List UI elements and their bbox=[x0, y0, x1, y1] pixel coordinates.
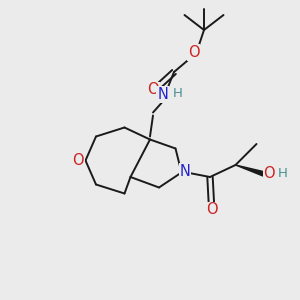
Text: O: O bbox=[264, 166, 275, 181]
Text: N: N bbox=[157, 87, 168, 102]
Text: H: H bbox=[278, 167, 287, 180]
Text: O: O bbox=[147, 82, 159, 98]
Text: O: O bbox=[206, 202, 217, 217]
Polygon shape bbox=[236, 165, 265, 176]
Text: O: O bbox=[188, 45, 199, 60]
Text: O: O bbox=[72, 153, 84, 168]
Text: H: H bbox=[173, 87, 182, 101]
Text: N: N bbox=[180, 164, 190, 178]
